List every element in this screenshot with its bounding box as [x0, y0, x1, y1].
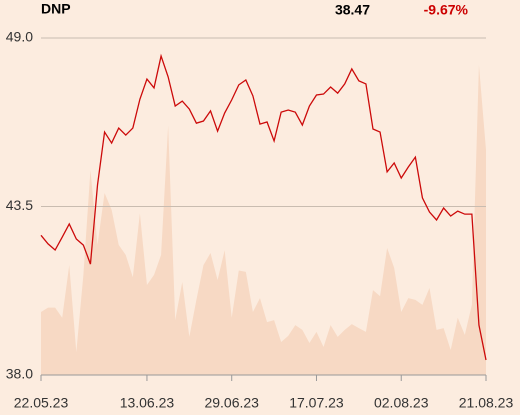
x-tick-label: 13.06.23	[120, 395, 175, 411]
y-tick-label: 49.0	[6, 29, 33, 45]
x-tick-label: 29.06.23	[204, 395, 259, 411]
price: 38.47	[335, 2, 370, 18]
y-tick-label: 43.5	[6, 197, 33, 213]
x-tick-label: 17.07.23	[289, 395, 344, 411]
price-line	[40, 53, 487, 361]
x-tick-label: 02.08.23	[374, 395, 429, 411]
change: -9.67%	[424, 2, 469, 18]
volume-area	[41, 64, 486, 376]
x-tick-label: 22.05.23	[14, 395, 69, 411]
x-tick-label: 21.08.23	[459, 395, 514, 411]
y-tick-label: 38.0	[6, 366, 33, 382]
ticker: DNP	[41, 1, 71, 17]
